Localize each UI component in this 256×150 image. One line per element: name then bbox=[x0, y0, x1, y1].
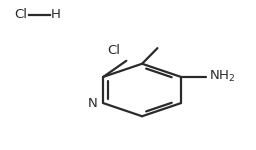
Text: NH$_2$: NH$_2$ bbox=[209, 69, 236, 84]
Text: H: H bbox=[51, 9, 61, 21]
Text: Cl: Cl bbox=[14, 9, 27, 21]
Text: N: N bbox=[88, 97, 98, 110]
Text: Cl: Cl bbox=[107, 45, 120, 57]
